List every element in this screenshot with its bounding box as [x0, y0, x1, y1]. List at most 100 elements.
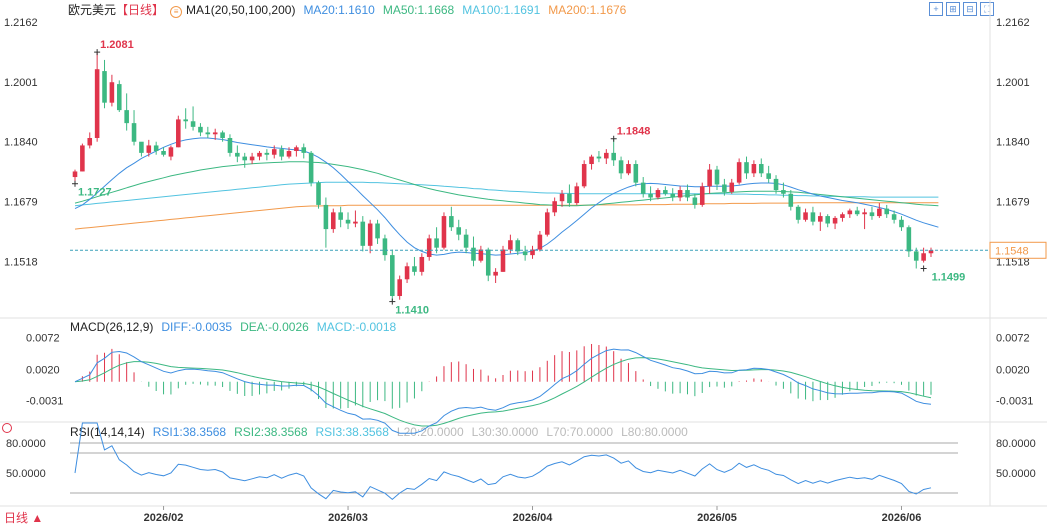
candle-body: [862, 212, 867, 215]
candle-body: [190, 121, 196, 127]
candle-body: [235, 152, 240, 157]
l20-value: L20:20.0000: [396, 425, 464, 439]
candle-body: [441, 216, 447, 248]
candle-body: [781, 190, 786, 194]
candle-body: [906, 227, 912, 252]
candle-body: [471, 247, 476, 261]
crosshair-icon[interactable]: +: [929, 2, 943, 16]
candle-body: [449, 216, 454, 228]
zoom-in-icon[interactable]: ⊞: [946, 2, 960, 16]
candle-body: [530, 249, 535, 256]
ma200-value: MA200:1.1676: [548, 3, 627, 17]
candle-body: [751, 164, 757, 174]
price-tick-left: 1.1518: [4, 256, 38, 268]
price-tick-left: 1.1840: [4, 137, 38, 149]
rsi1-line: [74, 422, 932, 501]
macd-value: MACD:-0.0018: [316, 320, 397, 334]
candle-body: [884, 208, 890, 215]
candle-body: [692, 197, 698, 205]
candle-body: [382, 238, 388, 256]
candle-body: [161, 151, 166, 155]
zoom-out-icon[interactable]: ⊟: [963, 2, 977, 16]
candle-body: [434, 238, 439, 248]
candle-body: [559, 193, 565, 202]
macd-tick-right: 0.0020: [996, 364, 1030, 376]
candle-body: [249, 156, 255, 161]
period-menu-button[interactable]: 日线 ▲: [4, 511, 44, 525]
indicator-settings-icon[interactable]: [2, 423, 12, 433]
price-tick-left: 1.1679: [4, 197, 38, 209]
candle-body: [832, 217, 838, 224]
candle-body: [818, 216, 823, 222]
period-selector[interactable]: 【日线】: [116, 3, 165, 17]
candle-body: [205, 132, 211, 135]
rsi-header: RSI(14,14,14) RSI1:38.3568 RSI2:38.3568 RSI…: [70, 425, 696, 439]
annotation-high: 1.2081: [100, 39, 134, 51]
candle-body: [478, 249, 484, 261]
macd-diff-value: DIFF:-0.0035: [161, 320, 233, 334]
macd-header: MACD(26,12,9) DIFF:-0.0035 DEA:-0.0026 MACD…: [70, 320, 404, 334]
macd-dea-value: DEA:-0.0026: [240, 320, 309, 334]
candle-body: [803, 212, 808, 220]
ma200-line: [74, 202, 939, 230]
last-price-box: [989, 241, 1047, 259]
rsi1-value: RSI1:38.3568: [152, 425, 227, 439]
ma100-value: MA100:1.1691: [462, 3, 541, 17]
candle-body: [913, 251, 919, 261]
macd-dea-line: [74, 357, 932, 427]
candle-body: [847, 210, 853, 215]
candle-body: [663, 190, 668, 194]
candle-body: [766, 173, 771, 179]
l70-value: L70:70.0000: [546, 425, 614, 439]
candle-body: [390, 255, 395, 297]
candle-body: [722, 184, 727, 192]
annotation-start: 1.1727: [78, 187, 112, 199]
candle-body: [891, 214, 897, 220]
candle-body: [397, 279, 402, 297]
candle-body: [419, 256, 425, 272]
candle-body: [773, 178, 779, 191]
x-tick-label: 2026/05: [697, 512, 737, 524]
ma50-value: MA50:1.1668: [382, 3, 455, 17]
annotation-swing-high: 1.1848: [617, 126, 651, 138]
macd-tick-right: 0.0072: [996, 333, 1030, 345]
candle-body: [567, 193, 572, 204]
candle-body: [80, 145, 85, 172]
candle-body: [286, 151, 292, 157]
candle-body: [618, 160, 624, 174]
candle-body: [574, 186, 580, 204]
ma-label: MA1(20,50,100,200): [186, 3, 296, 17]
ma20-line: [74, 137, 939, 256]
price-header: 欧元美元【日线】 ≡ MA1(20,50,100,200) MA20:1.1610 MA…: [68, 3, 634, 18]
candle-body: [94, 69, 100, 138]
candle-body: [220, 132, 225, 138]
rsi-label: RSI(14,14,14): [70, 425, 145, 439]
candle-body: [102, 71, 107, 103]
candle-body: [375, 223, 380, 239]
price-tick-right: 1.1679: [996, 197, 1030, 209]
macd-tick-right: -0.0031: [996, 396, 1033, 408]
candle-body: [242, 156, 248, 161]
candle-body: [367, 223, 373, 246]
candle-body: [544, 212, 550, 235]
settings-icon[interactable]: ≡: [170, 6, 183, 18]
ma50-line: [74, 161, 939, 207]
candle-body: [648, 193, 653, 198]
candle-body: [493, 271, 498, 276]
candle-body: [485, 249, 491, 276]
candle-body: [338, 212, 343, 220]
ma100-line: [74, 181, 939, 207]
price-tick-right: 1.1518: [996, 256, 1030, 268]
candle-body: [552, 201, 557, 213]
candle-body: [146, 145, 152, 153]
candle-body: [729, 182, 735, 192]
l30-value: L30:30.0000: [471, 425, 539, 439]
candle-body: [611, 152, 616, 161]
price-tick-left: 1.2001: [4, 77, 38, 89]
candle-body: [360, 221, 366, 246]
candle-body: [795, 206, 801, 220]
rsi-tick-left: 80.0000: [6, 438, 46, 450]
candle-body: [699, 186, 705, 205]
candle-body: [353, 221, 358, 224]
